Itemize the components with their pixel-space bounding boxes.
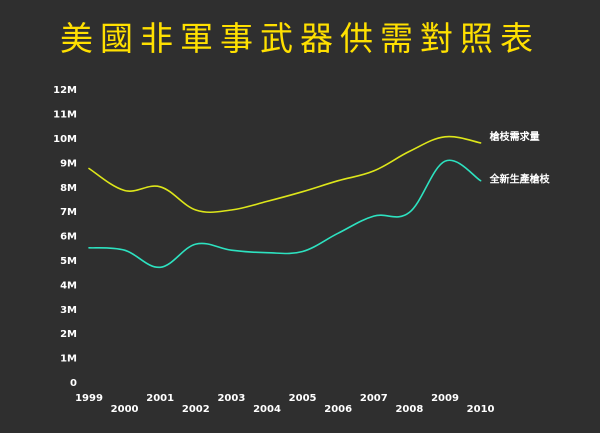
series-lines: [88, 135, 482, 269]
y-tick-label: 7M: [60, 207, 77, 218]
x-tick-label: 2009: [431, 393, 459, 404]
x-tick-label: 2007: [360, 393, 388, 404]
x-tick-label: 2001: [146, 393, 174, 404]
x-axis-tick-labels: 1999 2000 2001 2002 2003 2004 2005 2006 2007 2008…: [75, 393, 494, 415]
y-tick-label: 4M: [60, 280, 77, 291]
series-line: [88, 135, 482, 214]
series-line: [88, 159, 482, 269]
series-label: 槍枝需求量: [489, 130, 540, 143]
y-tick-label: 6M: [60, 232, 77, 243]
y-tick-label: 5M: [60, 256, 77, 267]
x-tick-label: 2010: [467, 404, 495, 415]
y-tick-label: 1M: [60, 354, 77, 365]
y-tick-label: 3M: [60, 305, 77, 316]
y-tick-label: 10M: [53, 134, 77, 145]
x-tick-label: 2002: [182, 404, 210, 415]
y-tick-label: 12M: [53, 85, 77, 96]
x-tick-label: 2003: [217, 393, 245, 404]
y-tick-label: 11M: [53, 110, 77, 121]
x-tick-label: 2008: [395, 404, 423, 415]
y-tick-label: 9M: [60, 158, 77, 169]
y-tick-label: 2M: [60, 329, 77, 340]
x-tick-label: 2006: [324, 404, 352, 415]
x-tick-label: 1999: [75, 393, 103, 404]
series-label: 全新生產槍枝: [489, 173, 551, 186]
x-tick-label: 2004: [253, 404, 281, 415]
x-tick-label: 2000: [111, 404, 139, 415]
y-axis-tick-labels: 0 1M 2M 3M 4M 5M 6M 7M 8M 9M 10M 11M 12M: [53, 85, 77, 389]
y-tick-label: 0: [70, 378, 77, 389]
y-tick-label: 8M: [60, 183, 77, 194]
x-tick-label: 2005: [289, 393, 317, 404]
chart-title: 美國非軍事武器供需對照表: [60, 19, 540, 58]
